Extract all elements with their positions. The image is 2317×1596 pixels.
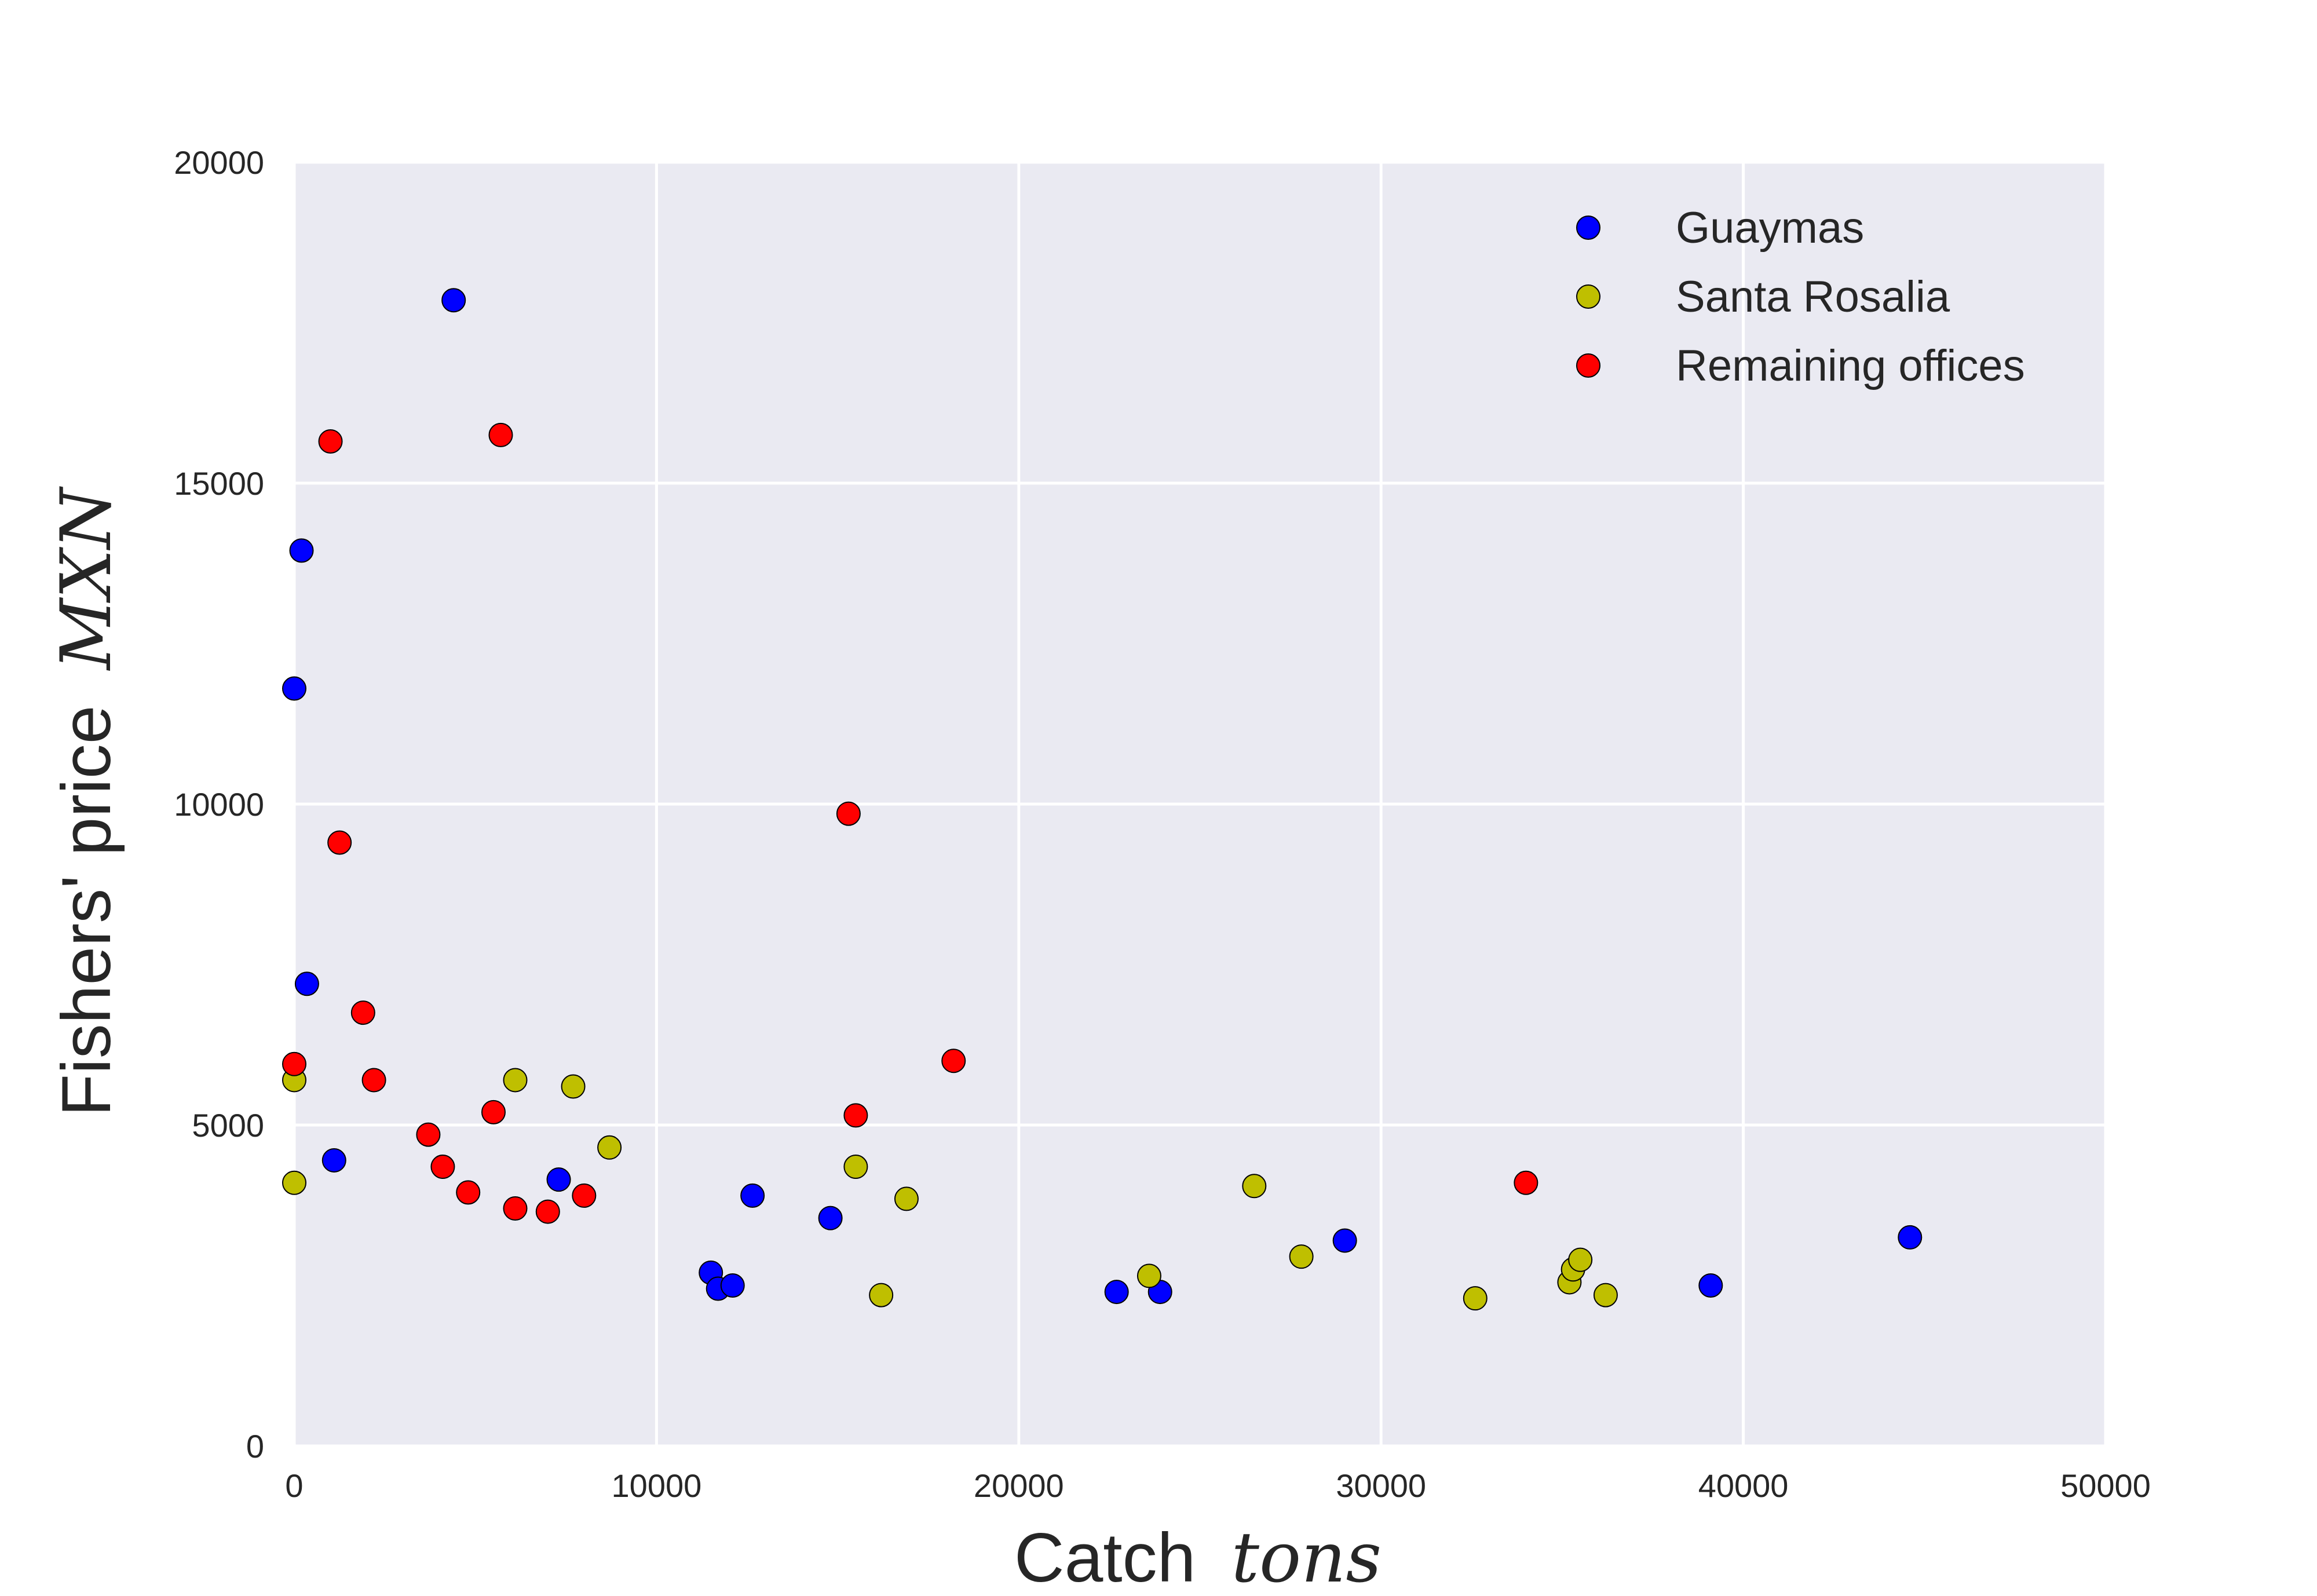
data-point-santa-rosalia — [282, 1170, 306, 1195]
data-point-santa-rosalia — [1463, 1286, 1488, 1311]
data-point-guaymas — [441, 288, 466, 313]
y-axis-title-unit: MXN — [46, 486, 127, 671]
x-tick-label: 40000 — [1698, 1467, 1789, 1504]
y-tick-label: 20000 — [174, 144, 264, 181]
x-axis-title-unit: tons — [1231, 1518, 1382, 1593]
x-tick-label: 30000 — [1336, 1467, 1426, 1504]
legend-label-remaining-offices: Remaining offices — [1676, 341, 2025, 390]
data-point-santa-rosalia — [1568, 1247, 1593, 1272]
data-point-remaining-offices — [572, 1183, 597, 1208]
data-point-remaining-offices — [836, 801, 861, 826]
data-point-guaymas — [1332, 1228, 1357, 1253]
data-point-santa-rosalia — [869, 1283, 894, 1308]
data-point-santa-rosalia — [1242, 1174, 1267, 1199]
data-point-santa-rosalia — [597, 1135, 622, 1160]
data-point-remaining-offices — [481, 1100, 506, 1124]
data-point-guaymas — [282, 676, 306, 701]
y-axis-title-text: Fishers' price — [47, 705, 125, 1116]
data-point-remaining-offices — [282, 1051, 306, 1076]
gridlines — [293, 160, 2107, 1448]
data-point-remaining-offices — [416, 1122, 441, 1147]
data-point-guaymas — [818, 1206, 843, 1230]
y-tick-label: 0 — [246, 1428, 264, 1464]
data-point-guaymas — [289, 538, 314, 563]
data-point-guaymas — [294, 972, 319, 996]
data-point-santa-rosalia — [561, 1074, 586, 1099]
data-point-guaymas — [1104, 1280, 1129, 1305]
data-point-remaining-offices — [503, 1196, 528, 1221]
data-point-remaining-offices — [327, 830, 352, 855]
data-point-remaining-offices — [941, 1049, 966, 1073]
data-point-guaymas — [321, 1148, 346, 1173]
data-point-remaining-offices — [318, 429, 343, 454]
data-point-guaymas — [546, 1167, 571, 1192]
data-point-santa-rosalia — [503, 1068, 528, 1093]
x-tick-label: 20000 — [974, 1467, 1064, 1504]
x-tick-label: 10000 — [612, 1467, 702, 1504]
x-tick-label: 0 — [285, 1467, 303, 1504]
data-point-santa-rosalia — [1593, 1283, 1618, 1308]
legend-marker-guaymas — [1576, 216, 1600, 240]
x-axis-title-text: Catch — [1014, 1519, 1196, 1593]
data-point-remaining-offices — [361, 1068, 386, 1093]
data-point-remaining-offices — [843, 1103, 868, 1128]
data-points — [282, 288, 1923, 1311]
data-point-guaymas — [1898, 1225, 1923, 1250]
data-point-remaining-offices — [430, 1155, 455, 1179]
data-point-santa-rosalia — [843, 1155, 868, 1179]
data-point-guaymas — [720, 1273, 745, 1298]
x-tick-label: 50000 — [2060, 1467, 2151, 1504]
data-point-remaining-offices — [1514, 1170, 1538, 1195]
y-tick-label: 5000 — [192, 1107, 264, 1144]
legend-marker-santa-rosalia — [1576, 284, 1600, 309]
data-point-remaining-offices — [535, 1199, 560, 1224]
legend-marker-remaining-offices — [1576, 353, 1600, 378]
data-point-santa-rosalia — [1136, 1263, 1161, 1288]
data-point-santa-rosalia — [1289, 1244, 1314, 1269]
data-point-remaining-offices — [488, 422, 513, 447]
y-tick-label: 15000 — [174, 465, 264, 502]
data-point-remaining-offices — [456, 1180, 481, 1205]
data-point-guaymas — [740, 1183, 765, 1208]
legend-label-santa-rosalia: Santa Rosalia — [1676, 272, 1950, 322]
y-tick-label: 10000 — [174, 786, 264, 823]
x-axis-title: Catch tons — [1014, 1518, 1382, 1593]
legend: Guaymas Santa Rosalia Remaining offices — [1576, 203, 2025, 390]
legend-label-guaymas: Guaymas — [1676, 203, 1864, 253]
tick-labels: 0 10000 20000 30000 40000 50000 0 5000 10000 1500… — [174, 144, 2151, 1504]
data-point-guaymas — [1698, 1273, 1723, 1298]
data-point-santa-rosalia — [894, 1186, 919, 1211]
data-point-remaining-offices — [350, 1000, 375, 1025]
y-axis-title: Fishers' price MXN — [46, 486, 127, 1116]
